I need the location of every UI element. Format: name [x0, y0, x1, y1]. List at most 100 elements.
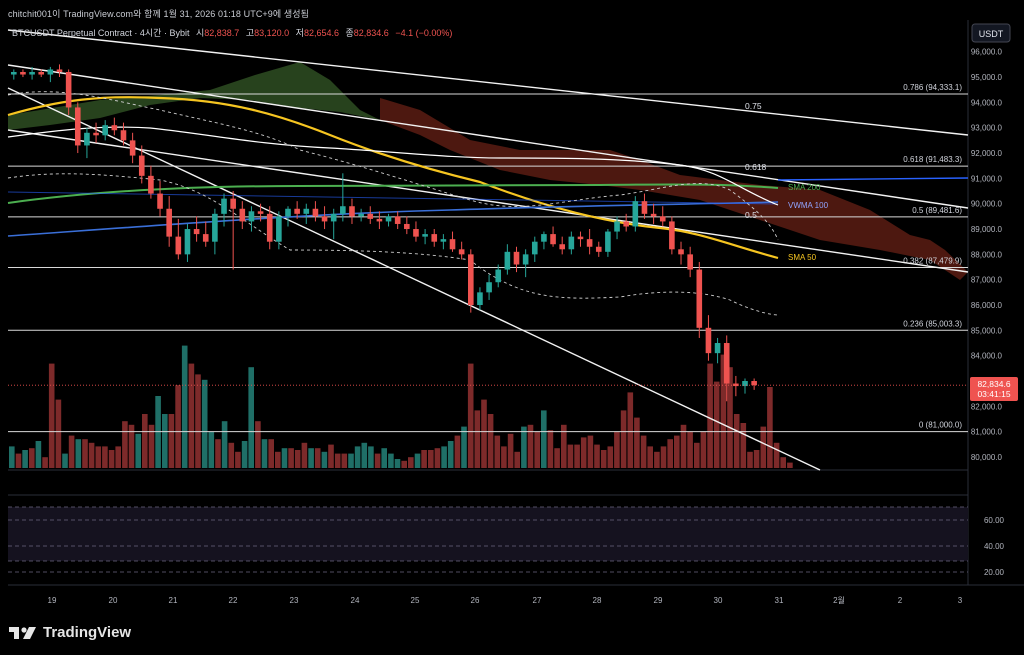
candle: [733, 375, 739, 397]
time-axis-tick: 23: [290, 596, 299, 605]
volume-bar: [760, 426, 767, 468]
candle-body: [623, 221, 629, 227]
volume-bar: [261, 439, 268, 468]
volume-bar: [401, 460, 407, 468]
candle-body: [20, 71, 26, 75]
candle-body: [733, 383, 739, 387]
current-price-value: 82,834.6: [977, 379, 1010, 389]
volume-bar: [82, 439, 88, 468]
time-axis-tick: 21: [169, 596, 178, 605]
volume-bar: [221, 421, 228, 468]
candle: [394, 211, 401, 230]
fib-level-label: 0.236 (85,003.3): [903, 319, 962, 328]
volume-bar: [687, 432, 693, 468]
candle-body: [56, 69, 63, 72]
candle-body: [641, 201, 648, 214]
volume-bar: [228, 442, 235, 468]
volume-bar: [667, 439, 673, 468]
candle: [385, 213, 392, 227]
candle-body: [166, 208, 172, 237]
candle-body: [550, 234, 556, 245]
candle: [193, 216, 200, 242]
fib-level-label: 0 (81,000.0): [919, 421, 962, 430]
candle-body: [148, 175, 154, 194]
time-axis-tick: 2월: [833, 595, 845, 605]
candle: [202, 221, 209, 247]
cloud-bullish: [8, 62, 380, 130]
volume-bar: [567, 444, 574, 468]
volume-bar: [341, 453, 348, 468]
candle-body: [440, 239, 447, 242]
candle-body: [358, 213, 364, 217]
price-axis-tick: 93,000.0: [971, 124, 1003, 133]
candle: [723, 335, 730, 402]
tradingview-wordmark: TradingView: [43, 624, 132, 641]
candle-body: [29, 71, 35, 75]
volume-bar: [707, 363, 713, 468]
tradingview-logo[interactable]: TradingView: [9, 624, 131, 641]
candle: [577, 231, 584, 247]
change-value: −4.1 (−0.00%): [395, 28, 452, 38]
candle: [586, 229, 593, 255]
candle: [157, 180, 163, 217]
cloud-bearish: [380, 98, 968, 280]
trendline-blue: [777, 177, 969, 181]
time-axis[interactable]: 19 20 21 22 23 24 25 26 27 28 29 30 31 2월 2 3: [48, 595, 963, 605]
high-value: 83,120.0: [254, 28, 289, 38]
candle: [257, 203, 264, 222]
candle: [632, 196, 639, 232]
candle: [678, 241, 684, 265]
trend-lines[interactable]: [7, 29, 969, 471]
volume-bar: [354, 446, 361, 468]
currency-button[interactable]: [971, 23, 1011, 43]
candle: [111, 117, 118, 136]
candle: [468, 249, 474, 313]
candle: [449, 231, 456, 252]
price-axis-tick: 87,000.0: [971, 276, 1003, 285]
volume-bar: [135, 433, 141, 468]
volume-bar: [348, 453, 354, 468]
symbol-legend[interactable]: BTCUSDT Perpetual Contract · 4시간 · Bybit…: [12, 28, 452, 38]
share-caption: chitchit001이 TradingView.com와 함께 1월 31, …: [8, 9, 310, 19]
candle: [376, 211, 383, 230]
candle-body: [559, 244, 565, 250]
candle: [330, 208, 337, 240]
time-axis-tick: 22: [229, 596, 238, 605]
volume-bar: [235, 451, 241, 468]
price-axis-tick: 88,000.0: [971, 250, 1003, 259]
candle-body: [285, 208, 291, 217]
volume-bar: [501, 446, 507, 468]
candle: [522, 249, 529, 278]
price-axis[interactable]: 96,000.0 95,000.0 94,000.0 93,000.0 92,000.0…: [971, 48, 1003, 462]
candle: [129, 132, 136, 164]
volume-bar: [95, 446, 102, 468]
candle-body: [659, 216, 666, 222]
price-axis-tick: 80,000.0: [971, 453, 1003, 462]
volume-bar: [574, 444, 580, 468]
candle: [413, 221, 419, 242]
volume-bar: [753, 450, 760, 468]
time-axis-tick: 19: [48, 596, 57, 605]
rsi-pane[interactable]: 60.00 40.00 20.00: [8, 506, 1005, 577]
candle: [687, 246, 693, 278]
candles[interactable]: [11, 64, 757, 402]
candle-body: [84, 132, 90, 146]
indicator-labels: SMA 200 VWMA 100 SMA 50: [788, 183, 829, 262]
bollinger-upper: [7, 91, 779, 241]
volume-bar: [321, 451, 328, 468]
rsi-axis-tick: 60.00: [984, 516, 1005, 525]
candle-body: [577, 236, 584, 240]
candle: [605, 229, 611, 257]
price-axis-tick: 91,000.0: [971, 174, 1003, 183]
price-pane[interactable]: [8, 20, 968, 470]
candle: [504, 244, 511, 275]
time-axis-tick: 3: [958, 596, 963, 605]
candle-body: [157, 193, 163, 209]
volume-bar: [547, 430, 554, 468]
volume-bar: [660, 446, 667, 468]
price-axis-tick: 85,000.0: [971, 326, 1003, 335]
volume-bar: [694, 442, 700, 468]
price-axis-tick: 95,000.0: [971, 73, 1003, 82]
time-axis-tick: 25: [411, 596, 420, 605]
